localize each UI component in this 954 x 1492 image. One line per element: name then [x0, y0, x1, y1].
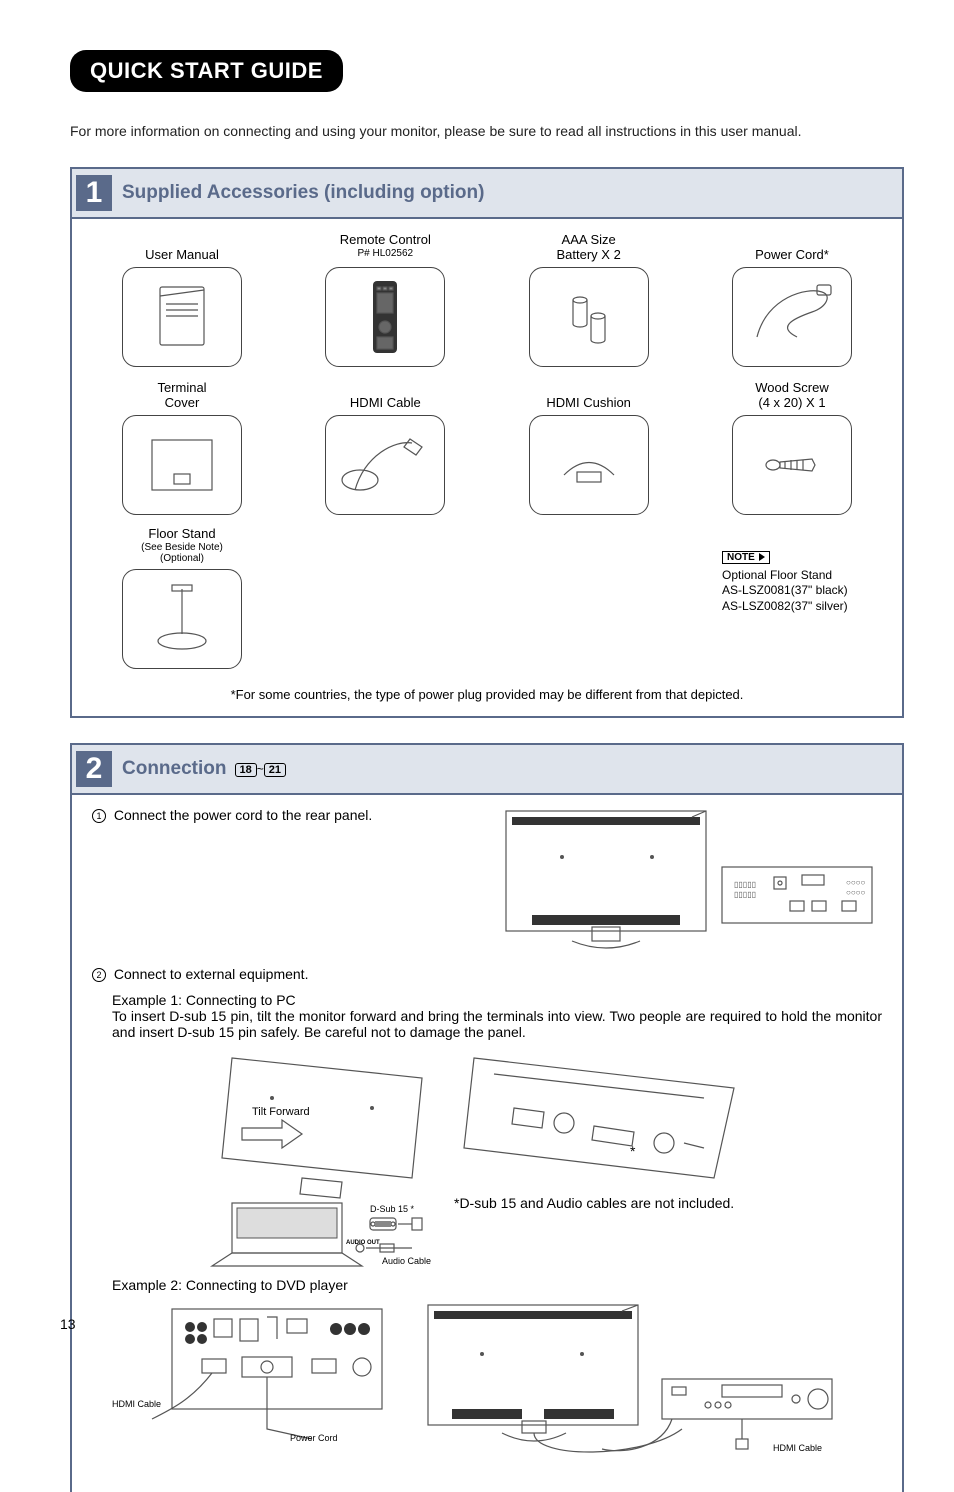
audio-out-label: AUDIO OUT: [346, 1240, 380, 1246]
accessory-illustration: [325, 415, 445, 515]
accessory-label: User Manual: [145, 231, 219, 263]
accessory-label: Wood Screw (4 x 20) X 1: [755, 379, 828, 411]
svg-text:▯▯▯▯▯: ▯▯▯▯▯: [734, 890, 756, 899]
tilt-label: Tilt Forward: [252, 1106, 310, 1118]
example-2: Example 2: Connecting to DVD player: [112, 1277, 882, 1472]
page-title: QUICK START GUIDE: [70, 50, 343, 92]
accessory-illustration: [122, 267, 242, 367]
accessory-illustration: [732, 267, 852, 367]
section-number: 2: [76, 751, 112, 787]
accessory-item: Power Cord*: [722, 231, 862, 367]
manual-icon: [152, 282, 212, 352]
accessory-illustration: [122, 569, 242, 669]
section-number: 1: [76, 175, 112, 211]
accessory-note: NOTE Optional Floor Stand AS-LSZ0081(37"…: [722, 527, 862, 669]
accessory-label-text: Floor Stand: [148, 527, 215, 542]
accessory-item: Remote Control P# HL02562: [315, 231, 455, 367]
dsub-label: D-Sub 15 *: [370, 1204, 414, 1214]
dvd-terminal-icon: [112, 1299, 402, 1449]
page-ref-from: 18: [235, 763, 257, 777]
accessories-grid: User Manual Remote Control P# HL02562 AA…: [72, 219, 902, 679]
example-title: Example 2: Connecting to DVD player: [112, 1277, 882, 1293]
section-accessories: 1 Supplied Accessories (including option…: [70, 167, 904, 718]
svg-text:○○○○: ○○○○: [846, 888, 865, 897]
step-text: Connect the power cord to the rear panel…: [114, 807, 372, 823]
battery-icon: [554, 282, 624, 352]
floor-stand-icon: [142, 579, 222, 659]
section-connection: 2 Connection 18~21 1 Connect the power c…: [70, 743, 904, 1492]
hdmi-cable-label: HDMI Cable: [773, 1443, 822, 1453]
note-tag: NOTE: [722, 551, 770, 564]
power-cord-icon: [747, 277, 837, 357]
accessory-illustration: [529, 267, 649, 367]
power-cord-label: Power Cord: [290, 1433, 338, 1443]
accessory-label: HDMI Cable: [350, 379, 421, 411]
section-title: Connection: [122, 758, 227, 780]
dvd-terminal-diagram: HDMI Cable Power Cord: [112, 1299, 402, 1452]
rear-panel-diagram: ▯▯▯▯▯ ▯▯▯▯▯ ○○○○ ○○○○: [502, 807, 882, 960]
example-text: To insert D-sub 15 pin, tilt the monitor…: [112, 1008, 882, 1040]
svg-text:▯▯▯▯▯: ▯▯▯▯▯: [734, 880, 756, 889]
accessory-label: Terminal Cover: [157, 379, 206, 411]
terminal-closeup-icon: *: [454, 1048, 754, 1188]
accessory-label: HDMI Cushion: [546, 379, 631, 411]
cushion-icon: [549, 440, 629, 490]
accessory-illustration: [122, 415, 242, 515]
terminal-closeup-diagram: * *D-sub 15 and Audio cables are not inc…: [454, 1048, 882, 1211]
accessory-item: User Manual: [112, 231, 252, 367]
hdmi-cable-label: HDMI Cable: [112, 1399, 161, 1409]
step-text: Connect to external equipment.: [114, 966, 309, 982]
hdmi-cable-icon: [340, 425, 430, 505]
step-1: 1 Connect the power cord to the rear pan…: [92, 807, 482, 823]
page-ref: 18~21: [235, 762, 287, 776]
example-1: Example 1: Connecting to PC To insert D-…: [112, 992, 882, 1271]
example-title: Example 1: Connecting to PC: [112, 992, 882, 1008]
pc-connection-diagram: Tilt Forward D-Sub 15 * AUDIO OUT Audio …: [112, 1048, 442, 1271]
step-number-icon: 1: [92, 809, 106, 823]
note-text: Optional Floor Stand AS-LSZ0081(37" blac…: [722, 568, 848, 615]
dvd-monitor-diagram: HDMI Cable: [422, 1299, 842, 1472]
accessory-item: HDMI Cushion: [519, 379, 659, 515]
dsub-note: *D-sub 15 and Audio cables are not inclu…: [454, 1195, 882, 1211]
accessory-illustration: [529, 415, 649, 515]
intro-text: For more information on connecting and u…: [70, 122, 904, 142]
accessory-illustration: [732, 415, 852, 515]
accessory-label: Power Cord*: [755, 231, 829, 263]
screw-icon: [757, 445, 827, 485]
page-ref-to: 21: [264, 763, 286, 777]
accessory-label-text: Remote Control: [340, 233, 431, 248]
step-number-icon: 2: [92, 968, 106, 982]
accessory-label: Floor Stand (See Beside Note) (Optional): [141, 527, 223, 565]
step-2: 2 Connect to external equipment.: [92, 966, 882, 982]
svg-text:*: *: [630, 1143, 636, 1159]
monitor-rear-icon: ▯▯▯▯▯ ▯▯▯▯▯ ○○○○ ○○○○: [502, 807, 882, 957]
accessory-label: Remote Control P# HL02562: [340, 231, 431, 263]
section-title: Supplied Accessories (including option): [122, 182, 484, 204]
accessory-item: Terminal Cover: [112, 379, 252, 515]
remote-icon: [367, 277, 403, 357]
accessory-item: Floor Stand (See Beside Note) (Optional): [112, 527, 252, 669]
accessories-footnote: *For some countries, the type of power p…: [72, 679, 902, 716]
accessory-item: HDMI Cable: [315, 379, 455, 515]
accessory-item: AAA Size Battery X 2: [519, 231, 659, 367]
terminal-cover-icon: [142, 430, 222, 500]
svg-text:○○○○: ○○○○: [846, 878, 865, 887]
laptop-monitor-icon: [112, 1048, 442, 1268]
accessory-illustration: [325, 267, 445, 367]
audio-cable-label: Audio Cable: [382, 1256, 431, 1266]
accessory-sublabel: (See Beside Note) (Optional): [141, 542, 223, 565]
accessory-item: Wood Screw (4 x 20) X 1: [722, 379, 862, 515]
accessory-sublabel: P# HL02562: [358, 248, 414, 260]
accessory-label: AAA Size Battery X 2: [557, 231, 621, 263]
page-number: 13: [60, 1316, 76, 1332]
